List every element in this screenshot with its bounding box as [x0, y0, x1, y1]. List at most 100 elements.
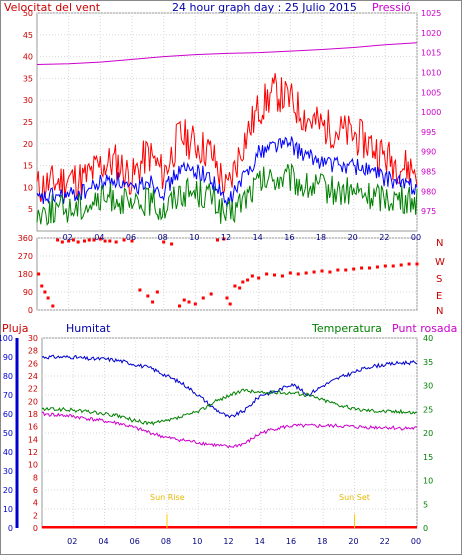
direction-point: [296, 272, 300, 276]
direction-point: [122, 238, 126, 242]
rain-y-tick: 26: [28, 359, 38, 368]
direction-point: [407, 262, 411, 266]
x-tick-label-top: 16: [284, 233, 294, 242]
direction-point: [360, 266, 364, 270]
direction-point: [138, 288, 142, 292]
direction-point: [87, 238, 91, 242]
rain-y-tick: 24: [28, 372, 38, 381]
direction-point: [40, 284, 44, 288]
temperature-y-tick: 0: [423, 524, 428, 533]
pressure-y-tick: 980: [421, 187, 436, 196]
direction-point: [312, 270, 316, 274]
x-tick-label-bottom: 12: [223, 537, 233, 546]
direction-point: [108, 239, 112, 243]
direction-point: [43, 290, 47, 294]
rain-y-tick: 0: [33, 524, 38, 533]
direction-point: [344, 268, 348, 272]
pressure-y-tick: 1015: [421, 49, 441, 58]
direction-point: [216, 238, 219, 242]
direction-y-tick: 0: [28, 306, 33, 315]
rain-y-tick: 4: [33, 499, 38, 508]
pressure-y-tick: 975: [421, 207, 436, 216]
series-dewpoint: [41, 411, 418, 449]
x-tick-label-top: 04: [94, 233, 104, 242]
direction-point: [368, 266, 371, 270]
rain-y-tick: 28: [28, 347, 38, 356]
wind-y-tick: 40: [23, 53, 33, 62]
rain-y-tick: 30: [28, 334, 38, 343]
direction-point: [114, 240, 118, 244]
rain-y-tick: 10: [28, 461, 38, 470]
direction-point: [46, 296, 50, 300]
humidity-y-tick: 40: [3, 448, 13, 457]
direction-point: [182, 298, 186, 302]
direction-point: [383, 264, 387, 268]
direction-point: [178, 304, 181, 308]
x-tick-label-top: 22: [379, 233, 389, 242]
humidity-y-tick: 0: [8, 524, 13, 533]
direction-point: [246, 278, 250, 282]
direction-point: [56, 238, 60, 242]
x-tick-label-top: 08: [158, 233, 168, 242]
pressure-y-tick: 1000: [421, 108, 441, 117]
direction-point: [146, 294, 150, 298]
direction-point: [193, 302, 197, 306]
series-pressure: [36, 42, 418, 65]
x-tick-label-top: 00: [411, 233, 421, 242]
direction-point: [241, 280, 245, 284]
x-tick-label-top: 02: [63, 233, 73, 242]
humidity-y-tick: 20: [3, 486, 13, 495]
direction-point: [103, 239, 107, 243]
x-tick-label-top: 10: [189, 233, 199, 242]
series-humidity: [41, 354, 418, 419]
x-tick-label-top: 18: [316, 233, 326, 242]
humidity-y-tick: 60: [3, 410, 13, 419]
direction-point: [37, 272, 41, 276]
x-tick-label-bottom: 06: [130, 537, 140, 546]
chart-date-title: 24 hour graph day : 25 Julio 2015: [172, 1, 357, 14]
direction-point: [257, 276, 261, 280]
x-tick-label-top: 12: [221, 233, 231, 242]
series-minimum: [36, 163, 418, 226]
direction-point: [151, 300, 155, 304]
rain-y-tick: 2: [33, 511, 38, 520]
wind-y-tick: 25: [23, 118, 33, 127]
wind-y-tick: 35: [23, 74, 33, 83]
temperature-y-tick: 10: [423, 477, 433, 486]
temperature-y-tick: 5: [423, 500, 428, 509]
pressure-y-tick: 985: [421, 168, 436, 177]
direction-point: [375, 265, 379, 269]
direction-point: [51, 304, 55, 308]
sunrise-label: Sun Rise: [150, 493, 185, 502]
temperature-y-tick: 30: [423, 382, 433, 391]
temperature-label: Temperatura: [311, 322, 382, 335]
rain-y-tick: 18: [28, 410, 38, 419]
direction-point: [60, 240, 64, 244]
humidity-y-tick: 90: [3, 353, 13, 362]
x-tick-label-top: 06: [126, 233, 136, 242]
pressure-y-tick: 1010: [421, 68, 441, 77]
direction-point: [187, 300, 191, 304]
direction-y-tick: 360: [18, 234, 33, 243]
direction-point: [83, 239, 86, 243]
x-tick-label-bottom: 00: [411, 537, 421, 546]
temperature-y-tick: 20: [423, 429, 433, 438]
direction-point: [76, 240, 80, 244]
compass-w: W: [435, 257, 445, 268]
pressure-y-tick: 1020: [421, 29, 441, 38]
direction-point: [98, 237, 102, 241]
rain-y-tick: 22: [28, 385, 38, 394]
wind-y-tick: 30: [23, 96, 33, 105]
rain-y-tick: 8: [33, 473, 38, 482]
direction-point: [71, 238, 75, 242]
rain-y-tick: 14: [28, 435, 38, 444]
pressure-y-tick: 995: [421, 128, 436, 137]
temperature-y-tick: 40: [423, 334, 433, 343]
rain-label: Pluja: [2, 322, 28, 335]
direction-point: [265, 272, 269, 276]
series-temperature: [41, 388, 418, 426]
direction-point: [92, 238, 96, 242]
series-gust: [36, 73, 418, 203]
pressure-y-tick: 1005: [421, 88, 441, 97]
